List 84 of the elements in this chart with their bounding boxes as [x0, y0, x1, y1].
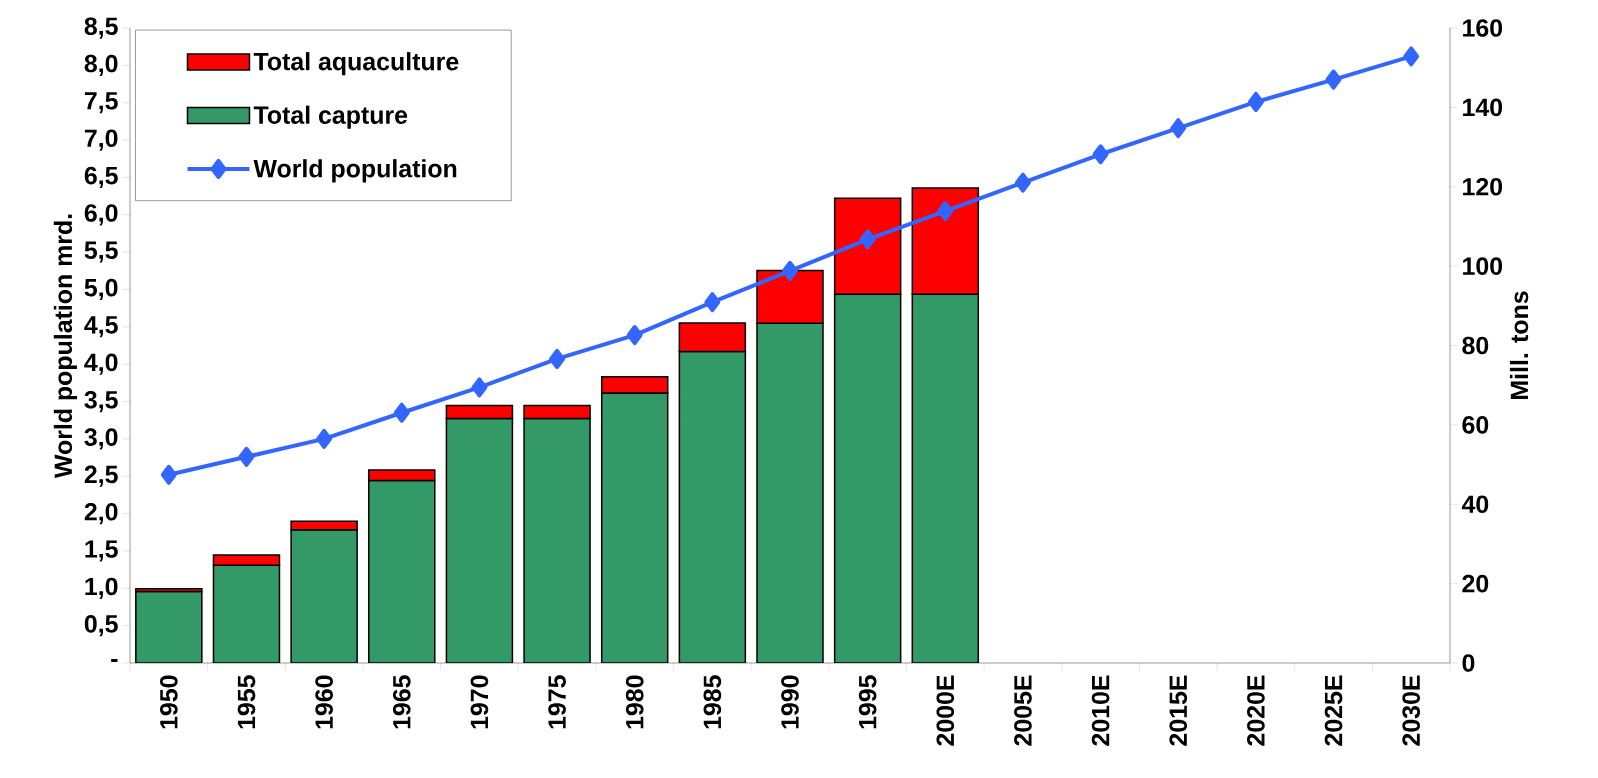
y2-tick-label: 40 [1461, 495, 1489, 514]
x-tick-label: 1975 [548, 675, 566, 729]
x-tick-label: 2000E [936, 675, 955, 746]
x-tick-label: 2015E [1169, 675, 1188, 746]
y-tick-label: 7,0 [84, 129, 118, 151]
legend-label: Total capture [253, 105, 408, 129]
bar [523, 404, 591, 420]
y-tick-label: 8,0 [84, 54, 118, 76]
bar [523, 417, 591, 663]
legend-label: World population [253, 159, 457, 183]
bar [678, 322, 747, 353]
x-tick-label: 1955 [237, 675, 256, 729]
y-tick-label: 5,5 [84, 241, 118, 263]
x-tick-label: 1965 [392, 675, 411, 729]
x-tick-label: 1950 [160, 675, 178, 729]
point [238, 446, 255, 467]
x-tick-label: 1985 [703, 675, 722, 729]
bar [600, 376, 669, 394]
y2-tick-label: 20 [1462, 574, 1489, 593]
bar [911, 293, 980, 663]
bar [445, 404, 514, 420]
point [1325, 69, 1342, 90]
bar [445, 417, 514, 663]
bar [290, 528, 358, 663]
bar [368, 479, 436, 663]
y2-axis-title: Mill. tons [1509, 291, 1529, 399]
point [626, 325, 643, 346]
bar [290, 520, 358, 531]
bar [368, 469, 436, 482]
y-tick-label: 3,0 [84, 428, 118, 450]
bar [678, 350, 747, 663]
y-tick-label: 6,5 [84, 166, 118, 189]
x-tick-label: 2010E [1091, 675, 1110, 746]
bar [135, 590, 203, 663]
y-tick-label: 7,5 [84, 92, 118, 114]
x-tick-label: 2020E [1247, 675, 1265, 746]
y-tick-label: 3,5 [84, 390, 118, 413]
point [1170, 118, 1187, 139]
x-tick-label: 1980 [625, 675, 644, 729]
y2-tick-label: 60 [1462, 416, 1489, 434]
y-tick-label: 2,0 [84, 502, 118, 525]
y2-tick-label: 120 [1463, 177, 1503, 196]
point [704, 292, 721, 313]
bar [212, 564, 281, 663]
point [1247, 91, 1264, 112]
y-tick-label: 1,0 [85, 577, 118, 599]
y-tick-label: 1,5 [85, 540, 118, 562]
point [316, 428, 333, 449]
point [549, 348, 566, 369]
point [782, 260, 798, 281]
y-tick-label: 5,0 [84, 278, 118, 301]
point [471, 377, 488, 398]
bar [833, 293, 902, 663]
point [393, 402, 410, 423]
point [1014, 172, 1031, 193]
point [937, 201, 954, 222]
y-tick-label: 0,5 [84, 615, 118, 637]
point [1403, 46, 1420, 67]
x-tick-label: 2005E [1014, 675, 1032, 746]
y-tick-label: 8,5 [84, 17, 118, 39]
y2-tick-label: 140 [1463, 98, 1503, 117]
y2-tick-label: 0 [1462, 654, 1475, 672]
bar [212, 554, 281, 567]
point [1092, 144, 1109, 165]
x-tick-label: 1995 [858, 675, 877, 729]
y-tick-label: 4,0 [84, 353, 118, 375]
y2-tick-label: 160 [1463, 19, 1503, 37]
x-tick-label: 1970 [470, 675, 489, 729]
point [859, 229, 876, 250]
point [160, 464, 177, 485]
x-tick-label: 1960 [315, 675, 333, 729]
x-tick-label: 2030E [1402, 675, 1421, 746]
y2-tick-label: 80 [1462, 336, 1489, 355]
y-tick-label: 2,5 [84, 465, 118, 487]
y-tick-label: 6,0 [84, 204, 118, 226]
y2-tick-label: 100 [1463, 257, 1503, 275]
bar [756, 322, 824, 663]
x-tick-label: 2025E [1324, 675, 1343, 746]
legend-label: Total aquaculture [253, 52, 459, 76]
bar [600, 392, 669, 663]
y-axis-title: World population mrd. [53, 214, 78, 479]
y-tick-label: - [111, 659, 118, 662]
y-tick-label: 4,5 [84, 316, 118, 338]
x-tick-label: 1990 [781, 675, 799, 729]
